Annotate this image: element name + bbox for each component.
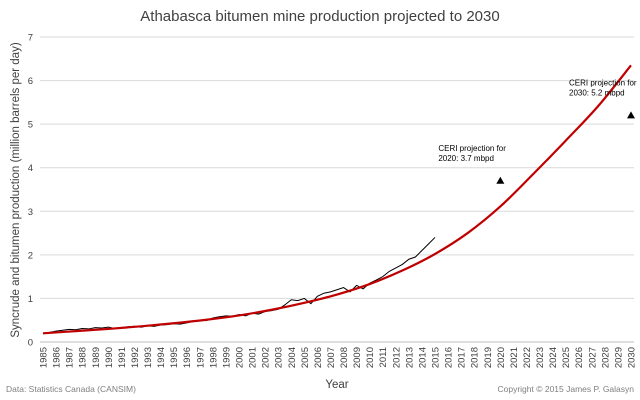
x-tick-label: 1989 [91, 347, 102, 368]
projection-label: CERI projection for [569, 78, 637, 87]
x-tick-label: 2023 [535, 347, 546, 368]
x-tick-label: 2013 [404, 347, 415, 368]
x-tick-label: 2018 [470, 347, 481, 368]
y-axis-title: Syncrude and bitumen production (million… [10, 42, 22, 337]
x-tick-label: 1990 [104, 347, 115, 368]
x-tick-label: 2010 [365, 347, 376, 368]
x-tick-label: 2011 [378, 347, 389, 367]
x-tick-label: 2030 [627, 347, 638, 368]
y-tick-label: 1 [28, 294, 33, 305]
projection-marker [627, 111, 635, 119]
x-tick-label: 2024 [548, 347, 559, 368]
x-tick-label: 1987 [65, 347, 76, 368]
y-tick-label: 2 [28, 250, 33, 261]
y-tick-labels: 0 1 2 3 4 5 6 7 [28, 33, 33, 349]
actual-production-line [42, 237, 436, 334]
x-tick-label: 1995 [169, 347, 180, 368]
x-tick-label: 2004 [287, 347, 298, 368]
x-tick-label: 2003 [274, 347, 285, 368]
x-tick-label: 2017 [457, 347, 468, 368]
projection-label: 2020: 3.7 mbpd [438, 154, 494, 163]
x-tick-labels: 1985 1986 1987 1988 1989 1990 1991 1992 1993 1994… [39, 347, 638, 368]
trend-line [42, 64, 632, 335]
x-tick-label: 2005 [300, 347, 311, 368]
x-tick-label: 2015 [431, 347, 442, 368]
x-tick-label: 2019 [483, 347, 494, 368]
x-tick-label: 1993 [143, 347, 154, 368]
x-tick-label: 2016 [444, 347, 455, 368]
projection-marker [496, 176, 505, 184]
x-tick-label: 2012 [391, 347, 402, 368]
x-tick-label: 2007 [326, 347, 337, 368]
x-tick-label: 1992 [130, 347, 141, 368]
copyright-note: Copyright © 2015 James P. Galasyn [497, 384, 634, 394]
x-tick-label: 1996 [182, 347, 193, 368]
x-tick-label: 1985 [39, 347, 50, 368]
x-tick-label: 2029 [613, 347, 624, 368]
series [42, 64, 632, 335]
x-tick-label: 2021 [509, 347, 520, 368]
x-tick-label: 2001 [248, 347, 259, 368]
x-tick-label: 1997 [195, 347, 206, 368]
x-tick-label: 2020 [496, 347, 507, 368]
x-tick-label: 1999 [221, 347, 232, 368]
x-tick-label: 2028 [600, 347, 611, 368]
y-tick-label: 6 [28, 76, 33, 87]
x-tick-label: 1994 [156, 347, 167, 368]
x-tick-label: 1998 [208, 347, 219, 368]
x-tick-label: 2022 [522, 347, 533, 368]
source-note: Data: Statistics Canada (CANSIM) [6, 384, 136, 394]
x-tick-label: 2002 [261, 347, 272, 368]
x-tick-label: 1988 [78, 347, 89, 368]
x-tick-label: 2000 [235, 347, 246, 368]
y-tick-label: 3 [28, 207, 33, 218]
projection-label: CERI projection for [438, 144, 506, 153]
y-tick-label: 7 [28, 33, 33, 44]
x-axis-title: Year [325, 379, 348, 391]
x-tick-label: 2006 [313, 347, 324, 368]
x-tick-label: 2025 [561, 347, 572, 368]
x-tick-label: 2026 [574, 347, 585, 368]
y-tick-label: 5 [28, 120, 33, 131]
chart-title: Athabasca bitumen mine production projec… [140, 8, 499, 25]
x-tick-label: 1991 [117, 347, 128, 368]
y-tick-label: 4 [28, 163, 33, 174]
x-tick-label: 2027 [587, 347, 598, 368]
x-tick-label: 1986 [52, 347, 63, 368]
y-tick-label: 0 [28, 338, 33, 349]
projection-label: 2030: 5.2 mbpd [569, 88, 625, 97]
x-tick-label: 2009 [352, 347, 363, 368]
x-tick-label: 2014 [417, 347, 428, 368]
x-tick-label: 2008 [339, 347, 350, 368]
gridlines [40, 36, 634, 299]
